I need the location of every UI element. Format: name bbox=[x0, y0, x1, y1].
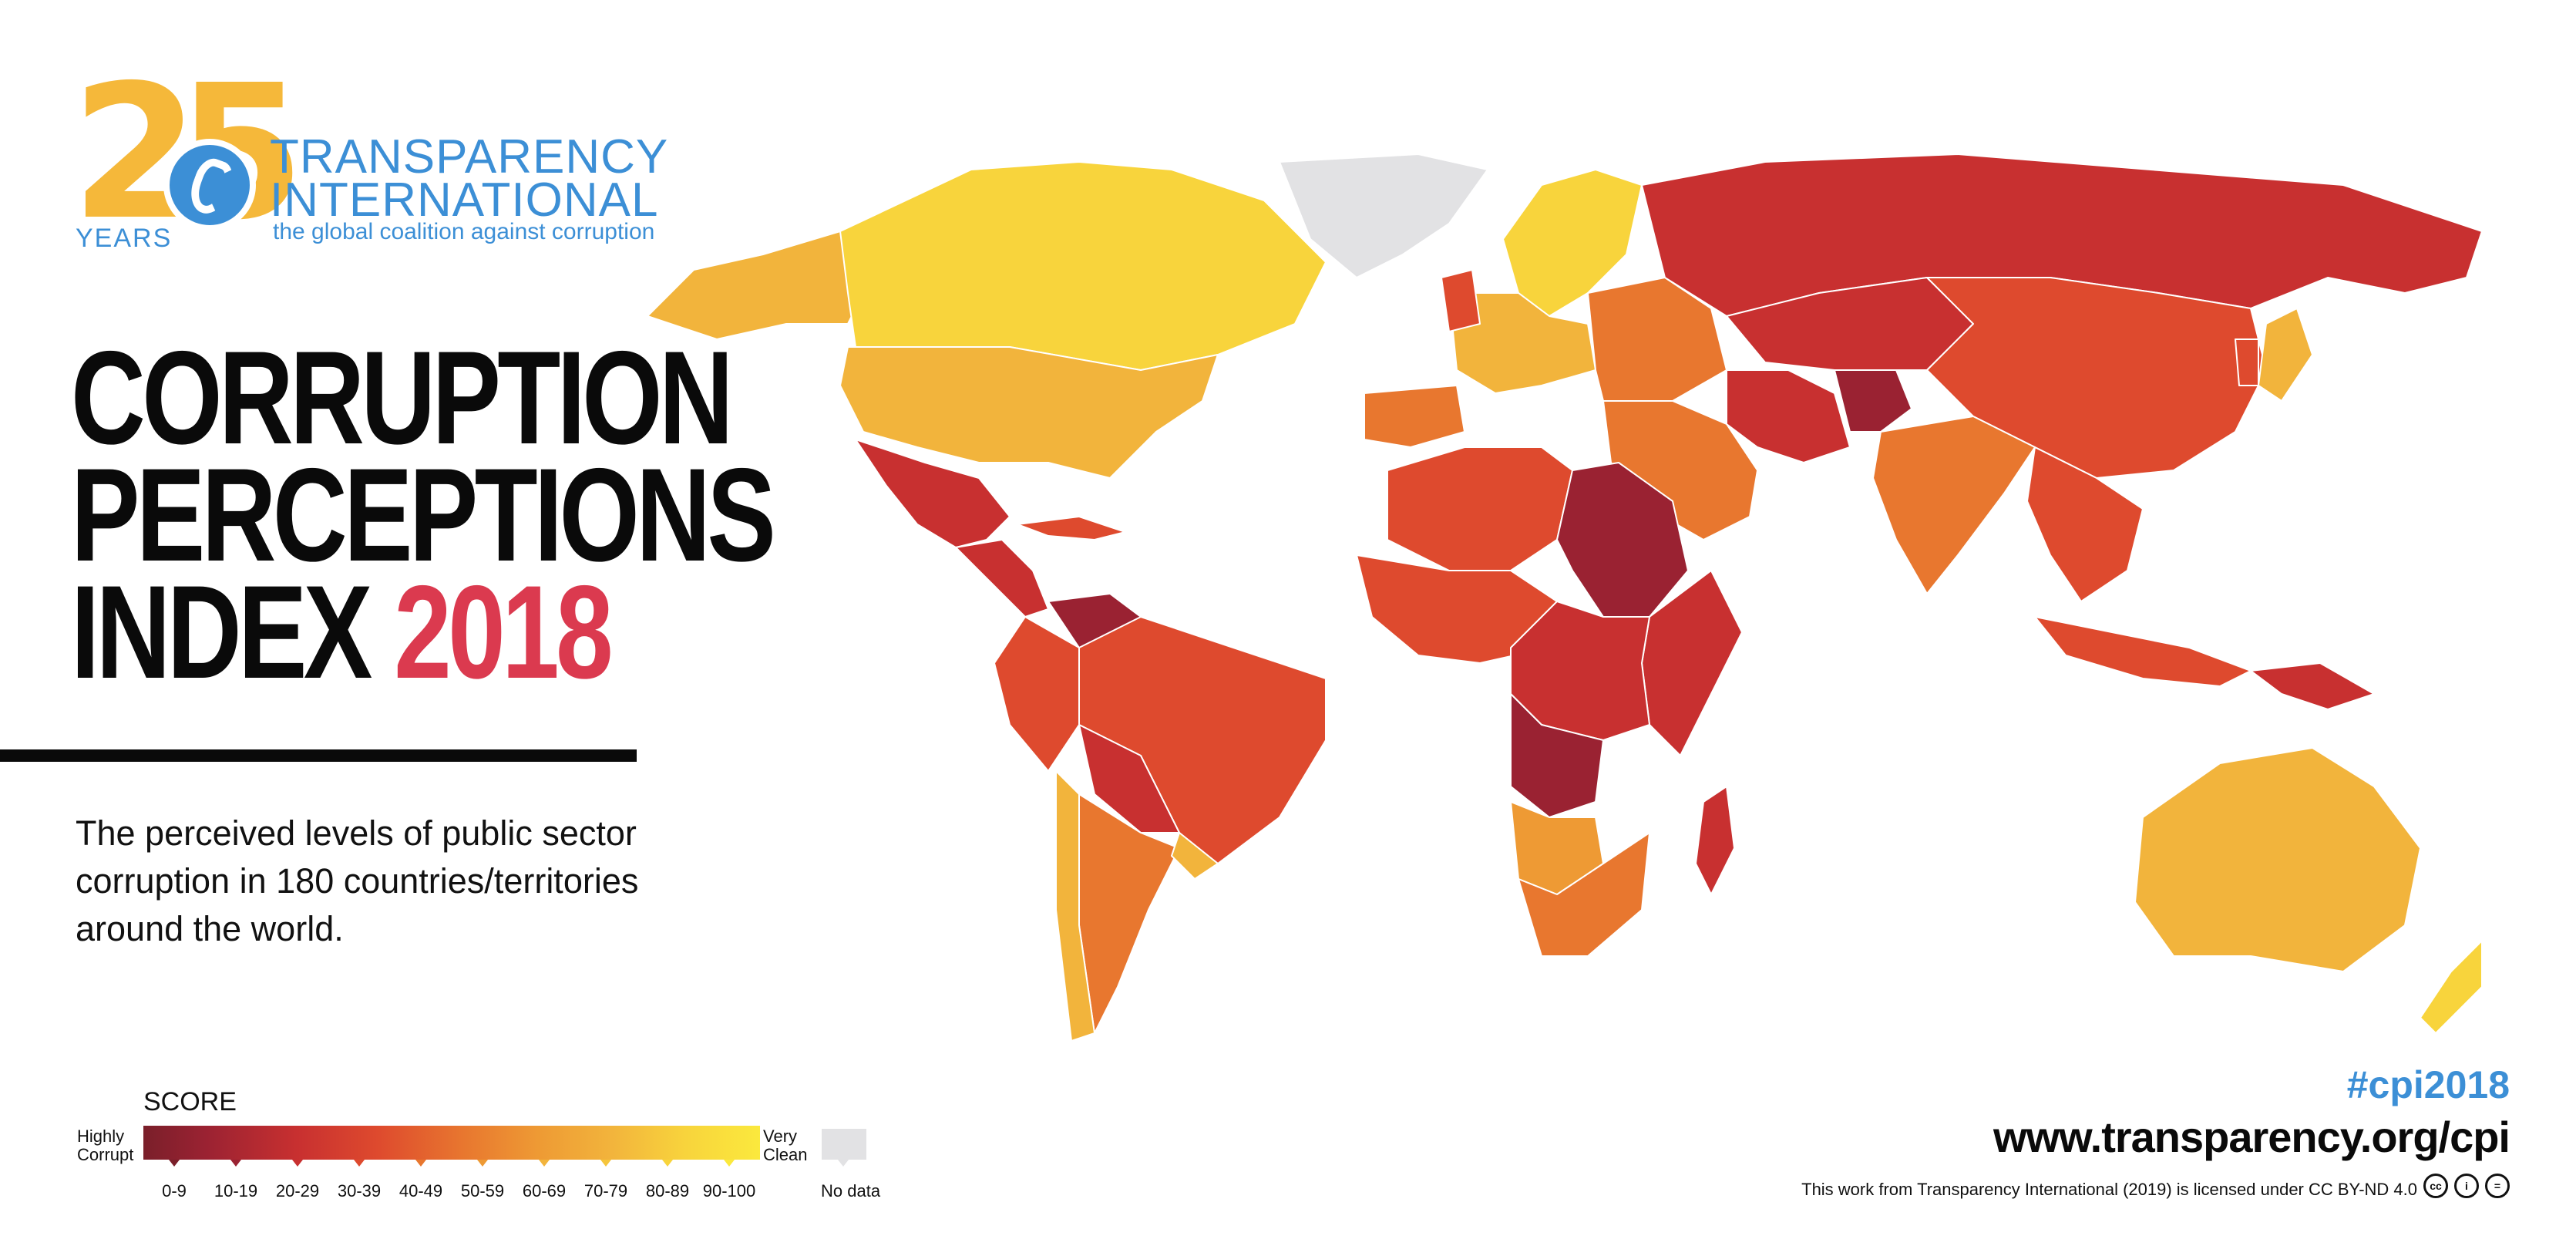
website-link[interactable]: www.transparency.org/cpi bbox=[1993, 1113, 2510, 1161]
region-mexico bbox=[855, 439, 1011, 548]
organization-tagline: the global coalition against corruption bbox=[273, 219, 655, 244]
region-indonesia bbox=[2034, 616, 2251, 687]
region-china bbox=[1926, 277, 2267, 479]
anniversary-years-label: YEARS bbox=[76, 224, 173, 253]
region-southeast-asia bbox=[2026, 446, 2144, 602]
globe-icon bbox=[163, 139, 256, 231]
legend-tick bbox=[292, 1160, 303, 1167]
legend-tick bbox=[600, 1160, 611, 1167]
title-divider bbox=[0, 749, 637, 762]
no-derivatives-icon: = bbox=[2485, 1174, 2510, 1198]
region-southern-africa bbox=[1518, 832, 1650, 957]
attribution-icon: i bbox=[2454, 1174, 2479, 1198]
legend-range-label: 20-29 bbox=[275, 1181, 320, 1201]
region-papua-new-guinea bbox=[2250, 662, 2375, 710]
region-usa bbox=[839, 346, 1219, 479]
title-line2: PERCEPTIONS bbox=[71, 441, 776, 589]
legend-high-label: Very Clean bbox=[763, 1126, 808, 1164]
no-data-swatch bbox=[822, 1129, 866, 1160]
region-north-africa bbox=[1387, 446, 1573, 571]
legend-range-label: 30-39 bbox=[337, 1181, 382, 1201]
legend-tick bbox=[662, 1160, 673, 1167]
legend-title: SCORE bbox=[143, 1087, 237, 1116]
cc-icon: cc bbox=[2423, 1174, 2448, 1198]
region-australia bbox=[2134, 747, 2421, 972]
transparency-international-logo: 25 YEARS TRANSPARENCY INTERNATIONAL the … bbox=[71, 60, 668, 253]
legend-tick bbox=[415, 1160, 426, 1167]
region-japan bbox=[2258, 308, 2313, 402]
region-korea bbox=[2235, 338, 2259, 386]
legend-color-scale bbox=[143, 1126, 760, 1160]
region-uruguay bbox=[1171, 832, 1219, 880]
legend-range-label: 0-9 bbox=[162, 1181, 187, 1201]
region-central-america bbox=[955, 539, 1049, 618]
region-andes bbox=[994, 616, 1080, 772]
title-line1: CORRUPTION bbox=[71, 324, 734, 472]
legend-range-label: 90-100 bbox=[702, 1181, 756, 1201]
region-iran bbox=[1726, 369, 1851, 463]
legend-tick bbox=[724, 1160, 735, 1167]
legend-range-label: 50-59 bbox=[460, 1181, 505, 1201]
region-madagascar bbox=[1695, 786, 1735, 895]
legend-range-label: 40-49 bbox=[399, 1181, 443, 1201]
title-index-word: INDEX bbox=[71, 558, 372, 706]
description: The perceived levels of public sector co… bbox=[76, 813, 639, 948]
region-bolivia-paraguay bbox=[1078, 724, 1180, 833]
legend-tick bbox=[230, 1160, 241, 1167]
organization-name: TRANSPARENCY INTERNATIONAL bbox=[270, 130, 669, 227]
organization-name-line1: TRANSPARENCY bbox=[270, 130, 669, 184]
organization-name-line2: INTERNATIONAL bbox=[270, 173, 659, 227]
region-caribbean bbox=[1017, 516, 1126, 540]
region-angola-congo bbox=[1510, 693, 1604, 818]
title-line3: INDEX 2018 bbox=[71, 566, 772, 699]
region-iberia bbox=[1364, 385, 1465, 448]
title-year: 2018 bbox=[394, 558, 613, 706]
legend-tick bbox=[539, 1160, 550, 1167]
legend-low-label: Highly Corrupt bbox=[77, 1126, 134, 1164]
legend-range-label: 60-69 bbox=[522, 1181, 567, 1201]
legend-range-label: 70-79 bbox=[583, 1181, 628, 1201]
region-uk bbox=[1441, 269, 1481, 332]
no-data-tick bbox=[838, 1160, 849, 1167]
region-canada bbox=[839, 161, 1327, 371]
region-greenland bbox=[1279, 153, 1488, 278]
license-text: This work from Transparency Internationa… bbox=[1801, 1180, 2417, 1199]
license-icons: cc i = bbox=[2423, 1174, 2510, 1198]
score-legend: SCORE Highly Corrupt Very Clean 0-9 10-19… bbox=[77, 1087, 886, 1211]
region-new-zealand bbox=[2420, 940, 2483, 1034]
region-chile bbox=[1055, 770, 1095, 1042]
region-afghanistan bbox=[1834, 369, 1912, 433]
legend-range-label: 10-19 bbox=[214, 1181, 258, 1201]
legend-range-label: 80-89 bbox=[645, 1181, 690, 1201]
region-india bbox=[1872, 416, 2036, 594]
hashtag[interactable]: #cpi2018 bbox=[2346, 1063, 2510, 1106]
world-map bbox=[647, 153, 2483, 1042]
no-data-label: No data bbox=[821, 1181, 881, 1201]
page-title: CORRUPTION PERCEPTIONS INDEX 2018 bbox=[71, 324, 776, 699]
legend-tick bbox=[354, 1160, 365, 1167]
legend-tick bbox=[169, 1160, 180, 1167]
legend-tick bbox=[477, 1160, 488, 1167]
